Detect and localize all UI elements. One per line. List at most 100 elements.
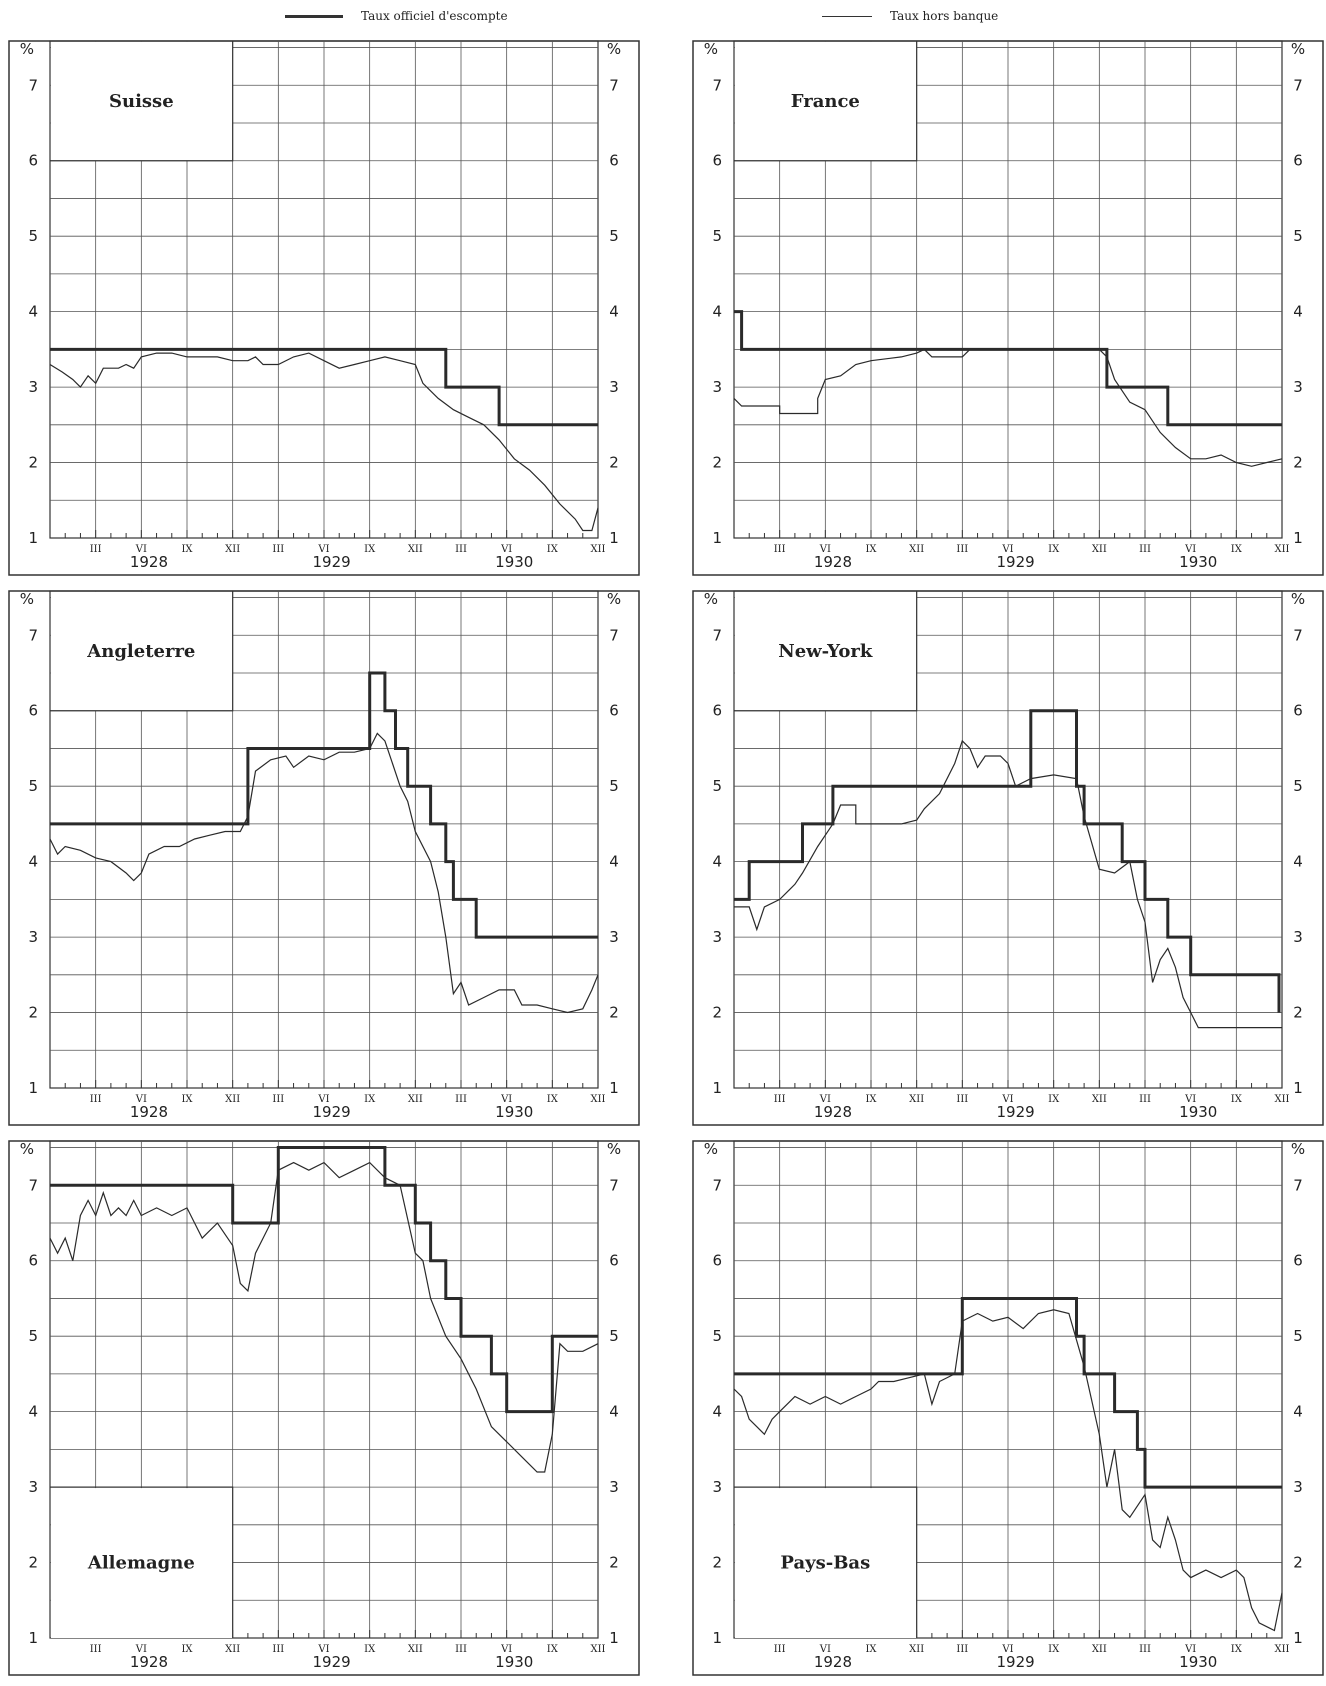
x-month-labels: III VI IX XII III VI IX XII III VI IX XII (774, 1644, 1290, 1655)
x-month-label: III (90, 544, 102, 555)
month-ticks (748, 530, 1268, 538)
chart-panel-suisse: Suisse 1 1 2 2 3 3 4 4 5 5 6 6 7 7%% III VI IX XII III VI IX X… (8, 40, 640, 576)
x-month-labels: III VI IX XII III VI IX XII III VI IX XII (774, 544, 1290, 555)
y-tick-label-left: 5 (712, 227, 722, 245)
y-tick-label-right: 1 (609, 1079, 619, 1097)
y-tick-label-left: 3 (712, 1478, 722, 1496)
title-box-bg (735, 1488, 917, 1638)
x-year-label: 1928 (814, 1653, 852, 1671)
y-tick-label-right: 3 (609, 1478, 619, 1496)
chart-title: Angleterre (86, 641, 195, 662)
chart-title: France (791, 91, 860, 112)
x-month-label: XII (909, 1644, 924, 1655)
series-official-line (50, 671, 598, 939)
x-month-label: XII (408, 1644, 423, 1655)
series-market-line (734, 739, 1282, 1029)
y-tick-label-left: 2 (712, 1004, 722, 1022)
x-month-labels: III VI IX XII III VI IX XII III VI IX XII (90, 544, 606, 555)
title-box-border (734, 591, 918, 712)
y-tick-label-left: 7 (28, 1176, 38, 1194)
chart-panel-france: France 1 1 2 2 3 3 4 4 5 5 6 6 7 7%% III VI IX XII III VI IX X… (692, 40, 1324, 576)
y-tick-label-right: 1 (609, 1629, 619, 1647)
x-month-label: III (455, 1644, 467, 1655)
y-tick-label-left: 4 (28, 303, 38, 321)
x-month-label: IX (1231, 1094, 1243, 1105)
x-month-label: IX (1231, 544, 1243, 555)
y-tick-label-right: 5 (609, 227, 619, 245)
x-month-label: XII (1274, 1094, 1289, 1105)
y-tick-label-left: 3 (28, 378, 38, 396)
x-year-labels: 1928 1929 1930 (130, 1103, 534, 1121)
x-year-label: 1930 (1179, 553, 1217, 571)
title-box-bg (735, 592, 917, 711)
x-month-label: VI (317, 544, 329, 555)
y-tick-label-right: 3 (1293, 1478, 1303, 1496)
x-year-label: 1928 (814, 553, 852, 571)
y-tick-label-left: 3 (712, 378, 722, 396)
y-tick-label-left: 3 (28, 1478, 38, 1496)
y-tick-label-left: 4 (28, 1403, 38, 1421)
y-tick-label-left: 7 (712, 1176, 722, 1194)
y-unit-right: % (607, 40, 621, 58)
x-year-label: 1929 (313, 553, 351, 571)
title-box-border (734, 41, 918, 162)
chart-title: Allemagne (87, 1553, 195, 1574)
legend-market: Taux hors banque (822, 9, 998, 23)
y-unit-right: % (607, 1140, 621, 1158)
y-tick-label-right: 1 (1293, 1629, 1303, 1647)
x-month-label: VI (135, 1644, 147, 1655)
x-month-label: XII (408, 1094, 423, 1105)
y-tick-label-left: 2 (712, 1554, 722, 1572)
x-year-label: 1930 (495, 1103, 533, 1121)
x-month-label: IX (364, 544, 376, 555)
x-month-label: VI (1184, 1094, 1196, 1105)
title-box-border (50, 591, 234, 712)
y-tick-label-right: 4 (1293, 1403, 1303, 1421)
y-tick-label-left: 3 (712, 928, 722, 946)
x-month-label: XII (408, 544, 423, 555)
series-official-line (50, 1146, 598, 1414)
x-month-label: III (774, 1094, 786, 1105)
x-month-label: III (272, 1094, 284, 1105)
x-month-label: XII (225, 1094, 240, 1105)
series-official-line (50, 347, 598, 427)
chart-svg: Angleterre 1 1 2 2 3 3 4 4 5 5 6 6 7 7% % III VI IX XII III V… (8, 590, 640, 1126)
y-tick-label-left: 7 (28, 76, 38, 94)
y-tick-label-left: 4 (28, 853, 38, 871)
legend-official-swatch (285, 15, 343, 18)
y-tick-label-right: 2 (1293, 1004, 1303, 1022)
x-month-label: VI (819, 1644, 831, 1655)
y-tick-label-left: 1 (28, 1629, 38, 1647)
y-axis-labels: 1 1 2 2 3 3 4 4 5 5 6 6 7 7%% (704, 40, 1305, 547)
chart-title: Pays-Bas (780, 1553, 870, 1574)
y-tick-label-left: 6 (28, 702, 38, 720)
x-year-label: 1930 (495, 1653, 533, 1671)
chart-svg: Suisse 1 1 2 2 3 3 4 4 5 5 6 6 7 7% % III VI IX XII III VI IX X… (8, 40, 640, 576)
y-tick-label-right: 5 (1293, 1327, 1303, 1345)
y-tick-label-right: 3 (1293, 378, 1303, 396)
x-year-label: 1930 (1179, 1653, 1217, 1671)
y-tick-label-left: 5 (28, 227, 38, 245)
x-month-label: III (455, 544, 467, 555)
y-axis-labels: 1 1 2 2 3 3 4 4 5 5 6 6 7 7%% (704, 590, 1305, 1097)
x-month-label: VI (500, 1644, 512, 1655)
legend: Taux officiel d'escompte Taux hors banqu… (0, 0, 1326, 36)
month-ticks (748, 1080, 1268, 1088)
x-month-label: XII (590, 1644, 605, 1655)
x-year-labels: 1928 1929 1930 (814, 1103, 1218, 1121)
x-year-labels: 1928 1929 1930 (130, 553, 534, 571)
x-year-label: 1930 (495, 553, 533, 571)
y-axis-labels: 1 1 2 2 3 3 4 4 5 5 6 6 7 7%% (20, 590, 621, 1097)
x-month-label: VI (317, 1094, 329, 1105)
legend-market-label: Taux hors banque (890, 9, 999, 23)
y-axis-labels: 1 1 2 2 3 3 4 4 5 5 6 6 7 7%% (704, 1140, 1305, 1647)
series-market-line (733, 348, 1283, 467)
x-year-label: 1928 (130, 553, 168, 571)
y-unit-left: % (20, 590, 34, 608)
title-box-border (50, 1486, 234, 1638)
chart-title: Suisse (109, 91, 174, 112)
y-tick-label-right: 2 (1293, 454, 1303, 472)
grid (734, 41, 1282, 538)
y-tick-label-right: 7 (1293, 76, 1303, 94)
